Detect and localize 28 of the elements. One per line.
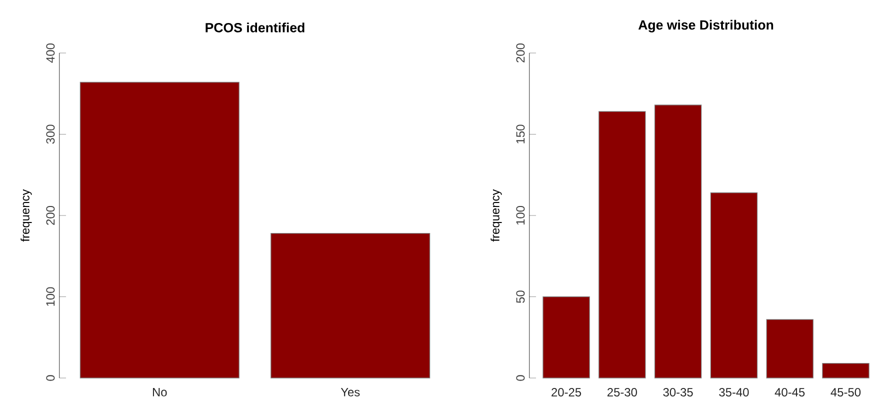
bar — [822, 363, 870, 378]
x-tick-label: 35-40 — [719, 388, 749, 396]
y-tick-label: 50 — [516, 290, 525, 303]
x-tick-label: Yes — [340, 388, 360, 396]
y-tick-label: 0 — [516, 375, 525, 381]
y-tick-label: 300 — [46, 124, 55, 144]
x-tick-label: No — [152, 388, 167, 396]
x-tick-label: 45-50 — [830, 388, 861, 396]
bar — [654, 104, 702, 378]
y-tick-label: 400 — [46, 43, 55, 63]
bar — [710, 192, 758, 378]
chart-title: Age wise Distribution — [638, 20, 774, 32]
bar — [542, 296, 590, 378]
x-tick-label: 30-35 — [663, 388, 693, 396]
y-tick-label: 200 — [516, 43, 525, 62]
y-axis-title: frequency — [20, 189, 32, 242]
x-tick-label: 20-25 — [552, 388, 582, 396]
bar — [766, 319, 814, 378]
y-tick-label: 100 — [46, 287, 55, 306]
y-tick-label: 0 — [46, 375, 55, 381]
y-tick-label: 150 — [516, 124, 525, 144]
y-tick-label: 200 — [46, 206, 55, 225]
chart-title: PCOS identified — [206, 22, 304, 32]
x-tick-label: 25-30 — [607, 388, 637, 396]
y-axis-title: frequency — [490, 189, 502, 242]
bar — [598, 111, 646, 378]
x-tick-label: 40-45 — [774, 388, 805, 396]
y-tick-label: 100 — [516, 206, 525, 225]
